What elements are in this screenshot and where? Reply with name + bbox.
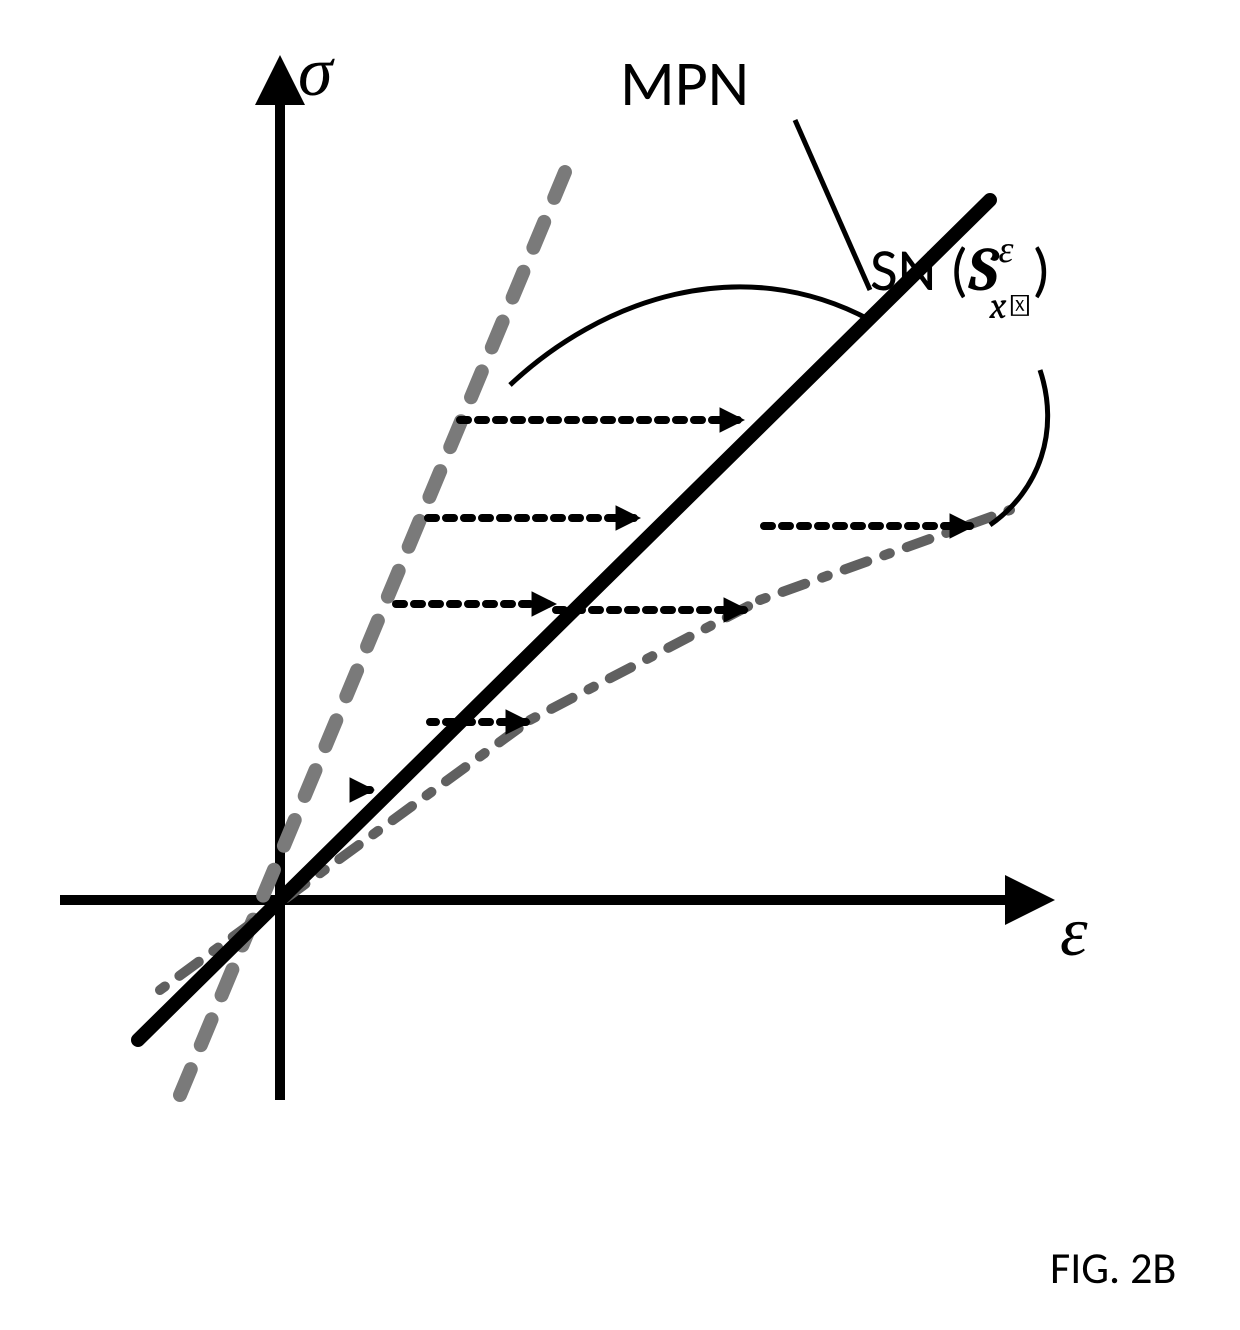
svg-text:MPN: MPN (620, 45, 749, 123)
stress-strain-diagram: σ ε MPN SN (Sεx⃗) (0, 0, 1240, 1330)
svg-text:ε: ε (1060, 892, 1088, 973)
figure-caption: FIG. 2B (1050, 1241, 1176, 1295)
svg-text:σ: σ (298, 32, 335, 113)
svg-text:SN (Sεx⃗): SN (Sεx⃗) (870, 228, 1051, 328)
